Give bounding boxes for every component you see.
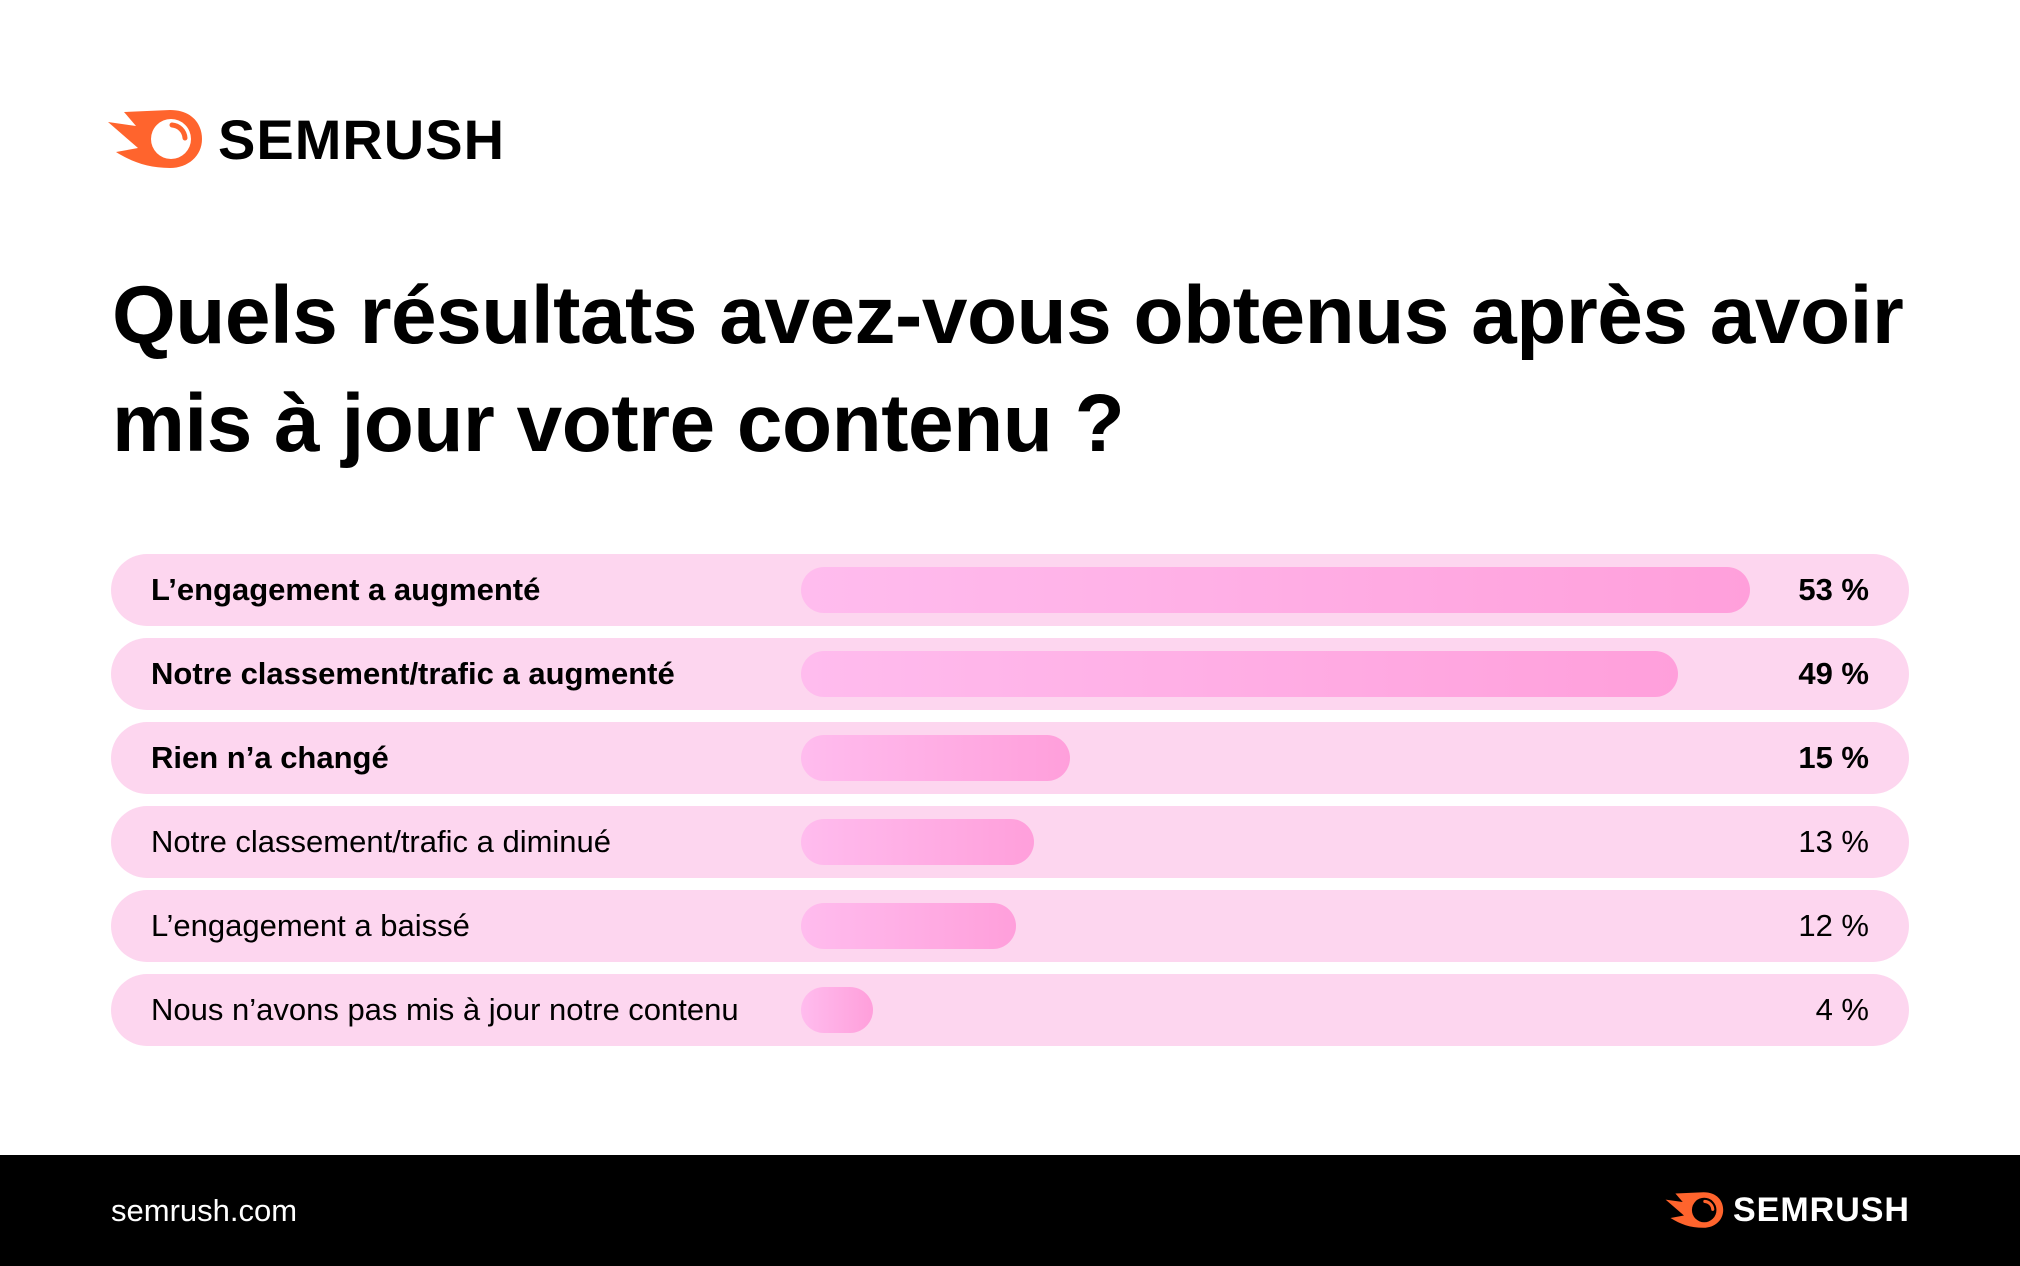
bar-value-label: 53 % xyxy=(1798,572,1869,607)
footer: semrush.com SEMRUSH xyxy=(0,1155,2020,1266)
bar-label: Nous n’avons pas mis à jour notre conten… xyxy=(151,992,739,1027)
bar-value-label: 15 % xyxy=(1798,740,1869,775)
bar-row: Notre classement/trafic a diminué 13 % xyxy=(111,806,1909,878)
bar-row: L’engagement a baissé 12 % xyxy=(111,890,1909,962)
bar-row: Nous n’avons pas mis à jour notre conten… xyxy=(111,974,1909,1046)
bar-label: Rien n’a changé xyxy=(151,740,389,775)
bar-row: Rien n’a changé 15 % xyxy=(111,722,1909,794)
bar-value-label: 12 % xyxy=(1798,908,1869,943)
bar xyxy=(801,819,1034,865)
bar-label: L’engagement a baissé xyxy=(151,908,470,943)
footer-semrush-logo: SEMRUSH xyxy=(1665,1191,1910,1229)
bar-chart: L’engagement a augmenté 53 % Notre classem… xyxy=(111,554,1909,1058)
bar-label: Notre classement/trafic a diminué xyxy=(151,824,612,859)
bar-value-label: 4 % xyxy=(1815,992,1869,1027)
bar-row: L’engagement a augmenté 53 % xyxy=(111,554,1909,626)
bar-label: L’engagement a augmenté xyxy=(151,572,541,607)
semrush-logo: SEMRUSH xyxy=(108,107,506,171)
logo-wordmark: SEMRUSH xyxy=(1732,1190,1910,1229)
footer-site-link[interactable]: semrush.com xyxy=(111,1193,298,1228)
bar xyxy=(801,903,1016,949)
bar xyxy=(801,567,1750,613)
bar-value-label: 13 % xyxy=(1798,824,1869,859)
logo-wordmark: SEMRUSH xyxy=(218,107,506,171)
bar-label: Notre classement/trafic a augmenté xyxy=(151,656,675,691)
semrush-flame-icon xyxy=(1665,1192,1724,1228)
semrush-flame-icon xyxy=(108,110,202,168)
bar xyxy=(801,651,1679,697)
bar-row: Notre classement/trafic a augmenté 49 % xyxy=(111,638,1909,710)
bar-value-label: 49 % xyxy=(1798,656,1869,691)
chart-title: Quels résultats avez-vous obtenus après … xyxy=(112,270,1904,469)
bar xyxy=(801,735,1070,781)
bar xyxy=(801,987,873,1033)
